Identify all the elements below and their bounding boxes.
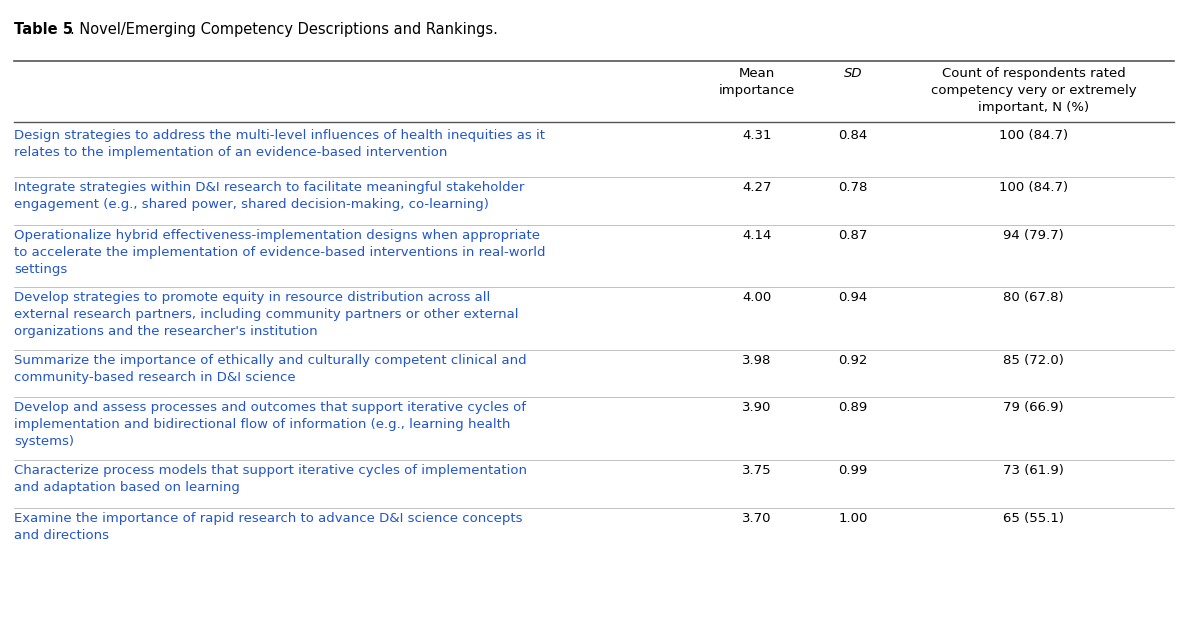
Text: 0.78: 0.78 [839,181,867,194]
Text: Develop and assess processes and outcomes that support iterative cycles of
imple: Develop and assess processes and outcome… [14,401,526,448]
Text: 4.14: 4.14 [742,229,771,241]
Text: 3.90: 3.90 [742,401,771,414]
Text: 4.00: 4.00 [742,291,771,304]
Text: 79 (66.9): 79 (66.9) [1003,401,1064,414]
Text: 1.00: 1.00 [839,512,867,524]
Text: Table 5: Table 5 [14,22,74,38]
Text: 100 (84.7): 100 (84.7) [999,181,1068,194]
Text: 94 (79.7): 94 (79.7) [1003,229,1064,241]
Text: 0.94: 0.94 [839,291,867,304]
Text: 3.75: 3.75 [742,464,771,476]
Text: 0.99: 0.99 [839,464,867,476]
Text: 3.70: 3.70 [742,512,771,524]
Text: . Novel/Emerging Competency Descriptions and Rankings.: . Novel/Emerging Competency Descriptions… [70,22,498,38]
Text: Mean
importance: Mean importance [719,67,795,97]
Text: Develop strategies to promote equity in resource distribution across all
externa: Develop strategies to promote equity in … [14,291,519,338]
Text: 85 (72.0): 85 (72.0) [1003,354,1064,366]
Text: Count of respondents rated
competency very or extremely
important, N (%): Count of respondents rated competency ve… [930,67,1137,114]
Text: 0.89: 0.89 [839,401,867,414]
Text: Characterize process models that support iterative cycles of implementation
and : Characterize process models that support… [14,464,527,494]
Text: 4.31: 4.31 [742,129,771,141]
Text: Summarize the importance of ethically and culturally competent clinical and
comm: Summarize the importance of ethically an… [14,354,527,383]
Text: 0.92: 0.92 [839,354,867,366]
Text: Integrate strategies within D&I research to facilitate meaningful stakeholder
en: Integrate strategies within D&I research… [14,181,525,211]
Text: 3.98: 3.98 [742,354,771,366]
Text: SD: SD [843,67,862,80]
Text: 65 (55.1): 65 (55.1) [1003,512,1064,524]
Text: Operationalize hybrid effectiveness-implementation designs when appropriate
to a: Operationalize hybrid effectiveness-impl… [14,229,545,276]
Text: 4.27: 4.27 [742,181,771,194]
Text: 0.87: 0.87 [839,229,867,241]
Text: 80 (67.8): 80 (67.8) [1003,291,1064,304]
Text: 100 (84.7): 100 (84.7) [999,129,1068,141]
Text: Design strategies to address the multi-level influences of health inequities as : Design strategies to address the multi-l… [14,129,545,159]
Text: Examine the importance of rapid research to advance D&I science concepts
and dir: Examine the importance of rapid research… [14,512,523,541]
Text: 73 (61.9): 73 (61.9) [1003,464,1064,476]
Text: 0.84: 0.84 [839,129,867,141]
